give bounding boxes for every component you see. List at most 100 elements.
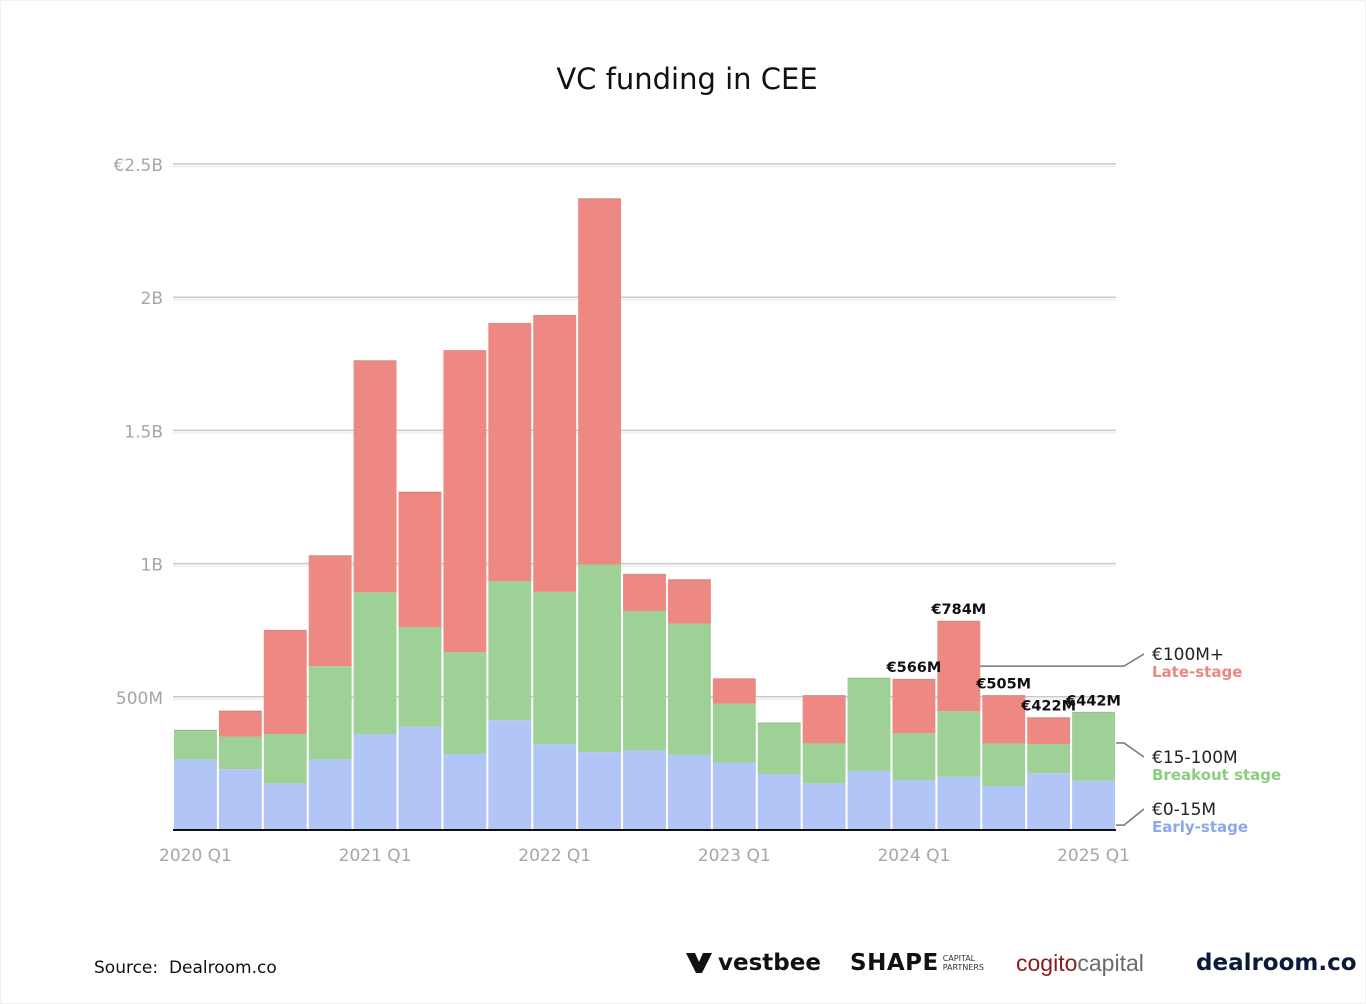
legend-label: €0-15M: [1152, 800, 1216, 820]
bar-segment-breakout: [847, 678, 891, 771]
bar-segment-breakout: [937, 711, 981, 777]
bar-segment-late: [533, 315, 577, 592]
bar-segment-breakout: [353, 592, 397, 735]
bar-segment-late: [802, 695, 846, 744]
bar-segment-late: [667, 579, 711, 624]
shape-subtitle-line-2: PARTNERS: [942, 963, 985, 972]
bar-segment-breakout: [802, 743, 846, 784]
legend-sublabel: Late-stage: [1152, 663, 1242, 681]
bar-segment-early: [174, 759, 217, 830]
legend-leader-line: [1116, 808, 1145, 826]
y-tick-label: 500M: [116, 689, 163, 709]
bar-segment-early: [308, 759, 352, 830]
bar-segment-breakout: [488, 581, 532, 721]
bar-segment-early: [847, 770, 891, 830]
bar-segment-early: [937, 776, 981, 830]
bar-segment-early: [802, 783, 846, 830]
legend-sublabel: Breakout stage: [1152, 766, 1281, 784]
cogito-wordmark-1: cogito: [1016, 950, 1078, 976]
legend-label: €15-100M: [1152, 748, 1238, 768]
bar-segment-breakout: [1072, 712, 1115, 781]
axis-layer: 500M 1B 1.5B 2B €2.5B 2020 Q1 2021 Q1 2022 Q1 20…: [113, 156, 1130, 866]
legend-leader-line: [1116, 742, 1145, 758]
legend-leader-line: [980, 653, 1145, 667]
bar-segment-early: [263, 783, 307, 830]
source-note: Source: Dealroom.co: [94, 958, 277, 978]
x-tick-label: 2020 Q1: [159, 846, 232, 866]
shape-subtitle: CAPITAL PARTNERS: [943, 954, 984, 972]
bar-segment-breakout: [533, 591, 577, 745]
bar-segment-breakout: [982, 743, 1026, 787]
bar-segment-breakout: [667, 623, 711, 755]
vestbee-mark-icon: [686, 953, 712, 973]
x-tick-label: 2021 Q1: [339, 846, 412, 866]
bar-segment-late: [263, 630, 307, 735]
shape-capital-partners-logo: SHAPE CAPITAL PARTNERS: [850, 950, 984, 976]
bar-segment-late: [398, 491, 442, 628]
bar-segment-breakout: [623, 611, 666, 751]
y-tick-label: €2.5B: [113, 156, 163, 176]
bar-segment-late: [218, 710, 262, 737]
bar-segment-early: [398, 726, 442, 830]
bar-segment-early: [218, 769, 262, 830]
cogito-capital-logo: cogitocapital: [1016, 950, 1144, 977]
bar-segment-early: [533, 744, 577, 830]
bar-segment-late: [982, 695, 1026, 744]
dealroom-logo: dealroom.co: [1196, 950, 1357, 976]
total-label: €442M: [1065, 693, 1121, 709]
bar-segment-early: [1072, 780, 1115, 830]
x-tick-label: 2024 Q1: [877, 846, 950, 866]
total-label: €505M: [975, 676, 1031, 692]
bar-segment-breakout: [443, 652, 487, 755]
bar-segment-early: [667, 754, 711, 830]
annotation-layer: €566M €784M €505M €422M€442M: [886, 602, 1121, 714]
y-tick-label: 2B: [141, 289, 163, 309]
bar-segment-late: [623, 574, 666, 612]
y-tick-label: 1B: [141, 556, 163, 576]
x-tick-label: 2023 Q1: [698, 846, 771, 866]
legend-sublabel: Early-stage: [1152, 818, 1248, 836]
total-label: €566M: [886, 660, 942, 676]
bar-segment-late: [712, 678, 756, 704]
bar-segment-early: [1027, 773, 1071, 830]
vestbee-wordmark: vestbee: [718, 950, 821, 976]
bar-segment-breakout: [892, 733, 936, 780]
bar-segment-breakout: [174, 730, 217, 760]
x-tick-label: 2025 Q1: [1057, 846, 1130, 866]
x-tick-label: 2022 Q1: [518, 846, 591, 866]
bar-segment-early: [353, 734, 397, 830]
bar-segment-breakout: [757, 722, 801, 775]
bar-segment-early: [488, 720, 532, 830]
bar-layer: [174, 198, 1115, 830]
bar-segment-breakout: [263, 734, 307, 784]
bar-segment-late: [488, 323, 532, 582]
total-label: €422M: [1020, 699, 1076, 715]
bar-segment-early: [982, 786, 1026, 830]
bar-segment-early: [892, 779, 936, 830]
shape-wordmark: SHAPE: [850, 950, 939, 976]
y-tick-label: 1.5B: [124, 422, 163, 442]
bar-segment-late: [443, 350, 487, 653]
total-label: €784M: [930, 602, 986, 618]
bar-segment-early: [712, 762, 756, 830]
chart: VC funding in CEE 500M 1B 1.5B 2B €2.5B 2020 …: [113, 62, 1281, 866]
legend-label: €100M+: [1152, 645, 1224, 665]
bar-segment-early: [443, 754, 487, 830]
bar-segment-early: [578, 752, 622, 830]
bar-segment-late: [937, 621, 981, 712]
bar-segment-early: [623, 750, 666, 830]
bar-segment-late: [1027, 717, 1071, 744]
bar-segment-breakout: [712, 703, 756, 763]
bar-segment-breakout: [398, 627, 442, 727]
bar-segment-breakout: [218, 736, 262, 770]
bar-segment-breakout: [1027, 743, 1071, 774]
bar-segment-late: [578, 198, 622, 565]
bar-segment-early: [757, 774, 801, 830]
bar-segment-late: [353, 360, 397, 593]
bar-segment-late: [308, 555, 352, 667]
bar-segment-breakout: [308, 666, 352, 760]
source-label: Source:: [94, 958, 159, 978]
bar-segment-late: [892, 679, 936, 734]
vestbee-logo: vestbee: [686, 950, 821, 976]
source-value: Dealroom.co: [168, 958, 277, 978]
